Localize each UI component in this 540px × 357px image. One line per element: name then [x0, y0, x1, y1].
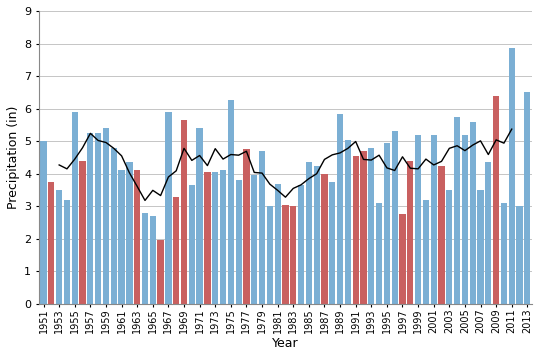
- Bar: [470, 122, 476, 304]
- Bar: [111, 148, 117, 304]
- Bar: [220, 171, 226, 304]
- Bar: [173, 197, 179, 304]
- Bar: [321, 174, 328, 304]
- Bar: [329, 182, 335, 304]
- Bar: [72, 112, 78, 304]
- Bar: [165, 112, 172, 304]
- Bar: [493, 96, 500, 304]
- Y-axis label: Precipitation (in): Precipitation (in): [7, 106, 20, 209]
- Bar: [188, 185, 195, 304]
- Bar: [181, 120, 187, 304]
- Bar: [477, 190, 484, 304]
- Bar: [376, 203, 382, 304]
- Bar: [251, 175, 258, 304]
- Bar: [400, 215, 406, 304]
- Bar: [415, 135, 421, 304]
- Bar: [64, 200, 70, 304]
- Bar: [228, 100, 234, 304]
- Bar: [259, 151, 265, 304]
- Bar: [438, 166, 444, 304]
- Bar: [462, 135, 468, 304]
- Bar: [87, 133, 93, 304]
- Bar: [509, 49, 515, 304]
- Bar: [126, 162, 132, 304]
- Bar: [56, 190, 62, 304]
- Bar: [423, 200, 429, 304]
- Bar: [407, 161, 414, 304]
- Bar: [430, 135, 437, 304]
- Bar: [306, 162, 312, 304]
- Bar: [353, 156, 359, 304]
- Bar: [267, 206, 273, 304]
- Bar: [158, 241, 164, 304]
- Bar: [368, 148, 374, 304]
- Bar: [485, 162, 491, 304]
- Bar: [134, 171, 140, 304]
- Bar: [524, 92, 530, 304]
- Bar: [204, 172, 211, 304]
- Bar: [197, 128, 202, 304]
- Bar: [235, 180, 242, 304]
- Bar: [244, 149, 249, 304]
- Bar: [360, 151, 367, 304]
- Bar: [345, 140, 351, 304]
- Bar: [314, 166, 320, 304]
- Bar: [337, 114, 343, 304]
- Bar: [298, 185, 304, 304]
- Bar: [282, 205, 288, 304]
- Bar: [48, 182, 55, 304]
- Bar: [142, 213, 148, 304]
- Bar: [40, 141, 46, 304]
- Bar: [274, 183, 281, 304]
- Bar: [446, 190, 453, 304]
- Bar: [384, 143, 390, 304]
- Bar: [392, 131, 398, 304]
- X-axis label: Year: Year: [272, 337, 299, 350]
- Bar: [290, 206, 296, 304]
- Bar: [501, 203, 507, 304]
- Bar: [212, 172, 218, 304]
- Bar: [79, 161, 86, 304]
- Bar: [95, 133, 102, 304]
- Bar: [103, 128, 109, 304]
- Bar: [516, 206, 523, 304]
- Bar: [150, 216, 156, 304]
- Bar: [118, 171, 125, 304]
- Bar: [454, 117, 460, 304]
